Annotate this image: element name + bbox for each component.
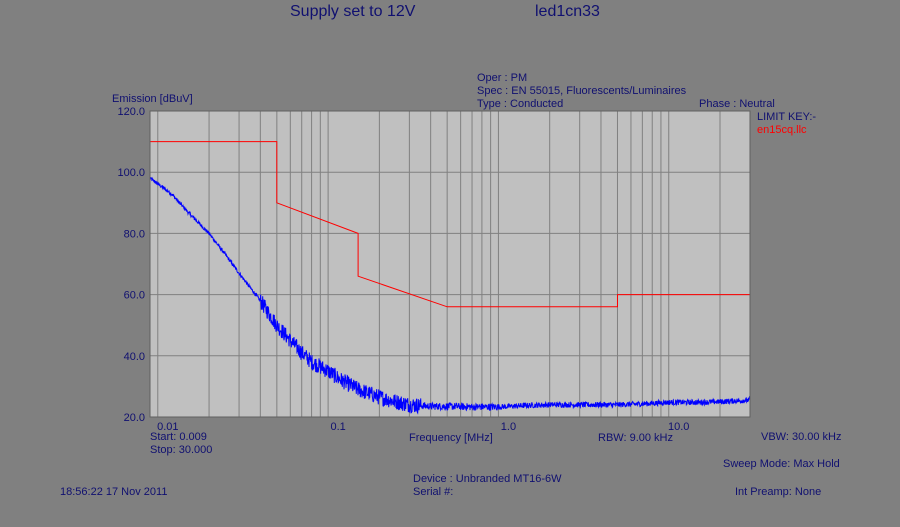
- type-label: Type : Conducted: [477, 98, 564, 110]
- sweep-mode-label: Sweep Mode: Max Hold: [723, 458, 840, 470]
- y-tick-label: 80.0: [124, 228, 145, 240]
- serial-label: Serial #:: [413, 486, 454, 498]
- x-tick-label: 1.0: [501, 421, 516, 433]
- limit-key-label: LIMIT KEY:-: [757, 111, 817, 123]
- y-tick-label: 100.0: [117, 167, 145, 179]
- x-tick-label: 0.01: [157, 421, 178, 433]
- y-tick-label: 60.0: [124, 290, 145, 302]
- vbw-label: VBW: 30.00 kHz: [761, 431, 842, 443]
- emission-trace: [149, 176, 751, 415]
- start-label: Start: 0.009: [150, 431, 207, 443]
- timestamp-label: 18:56:22 17 Nov 2011: [60, 486, 168, 498]
- y-tick-label: 20.0: [124, 412, 145, 424]
- plot-frame: [149, 110, 751, 418]
- rbw-label: RBW: 9.00 kHz: [598, 432, 673, 444]
- x-axis-label: Frequency [MHz]: [409, 432, 493, 444]
- spec-label: Spec : EN 55015, Fluorescents/Luminaires: [477, 85, 687, 97]
- stop-label: Stop: 30.000: [150, 444, 213, 456]
- limit-file-label: en15cq.llc: [757, 124, 807, 136]
- y-axis-label: Emission [dBuV]: [112, 93, 193, 105]
- x-tick-label: 10.0: [668, 421, 689, 433]
- preamp-label: Int Preamp: None: [735, 486, 822, 498]
- y-tick-label: 40.0: [124, 351, 145, 363]
- plot-area: [150, 111, 750, 417]
- x-tick-label: 0.1: [330, 421, 345, 433]
- oper-label: Oper : PM: [477, 72, 528, 84]
- phase-label: Phase : Neutral: [699, 98, 775, 110]
- chart-title-right: led1cn33: [535, 3, 600, 20]
- chart-title-left: Supply set to 12V: [290, 3, 416, 20]
- device-label: Device : Unbranded MT16-6W: [413, 473, 562, 485]
- y-tick-label: 120.0: [117, 106, 145, 118]
- limit-line: [150, 141, 750, 308]
